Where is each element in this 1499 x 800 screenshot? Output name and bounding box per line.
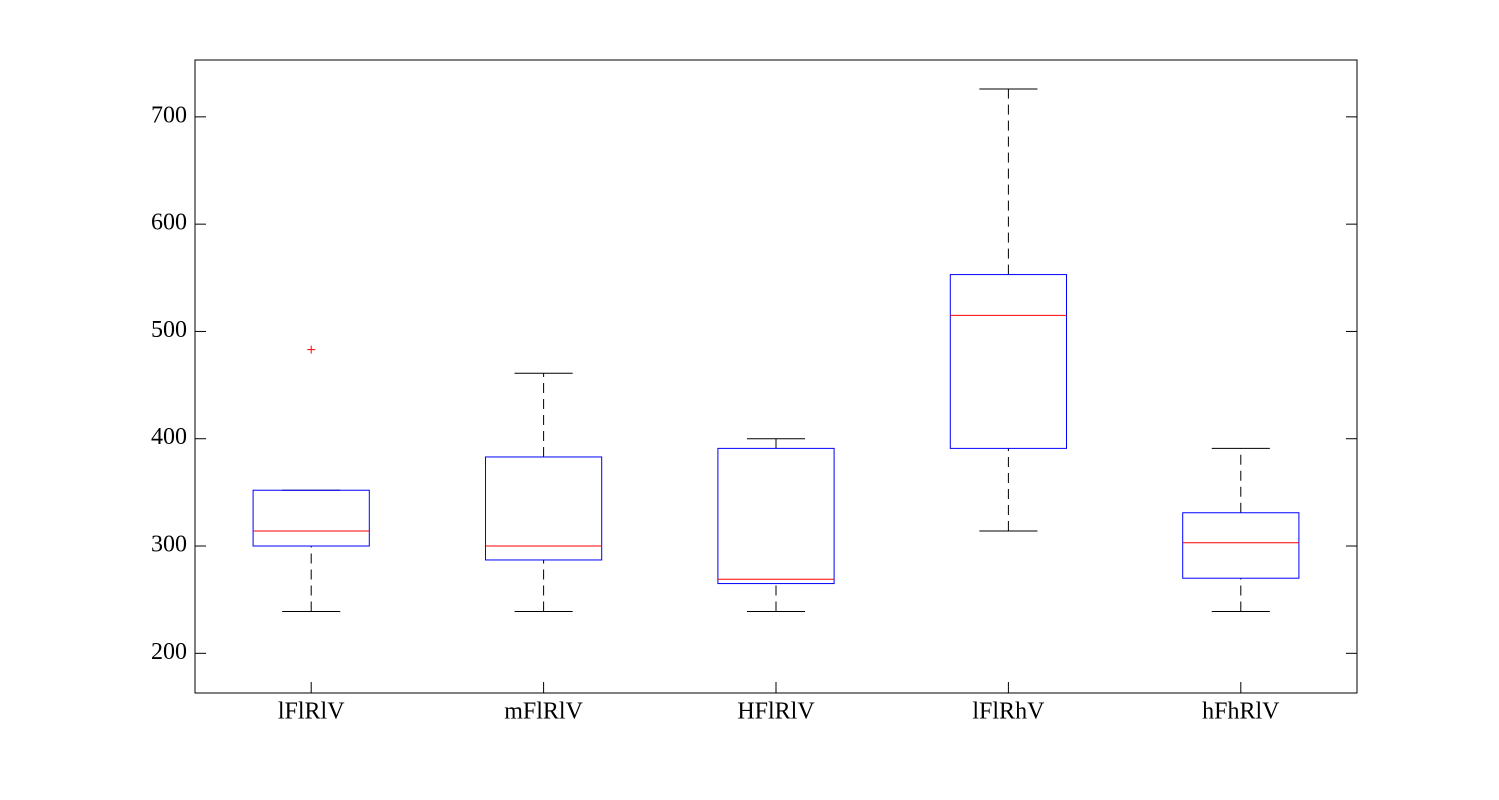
plot-frame (194, 59, 1358, 694)
x-tick-label: HFlRlV (737, 699, 815, 725)
box (717, 447, 835, 585)
outlier (307, 345, 316, 354)
y-tick-label: 400 (151, 424, 187, 450)
x-tick-label: lFlRhV (972, 699, 1045, 725)
box (252, 489, 370, 547)
box (1182, 512, 1300, 579)
box (949, 274, 1067, 449)
x-tick-label: mFlRlV (504, 699, 583, 725)
y-tick-label: 300 (151, 532, 187, 558)
x-tick-label: hFhRlV (1202, 699, 1280, 725)
y-tick-label: 200 (151, 639, 187, 665)
y-tick-label: 500 (151, 317, 187, 343)
box (485, 456, 603, 561)
y-tick-label: 700 (151, 102, 187, 128)
y-tick-label: 600 (151, 210, 187, 236)
x-tick-label: lFlRlV (278, 699, 345, 725)
